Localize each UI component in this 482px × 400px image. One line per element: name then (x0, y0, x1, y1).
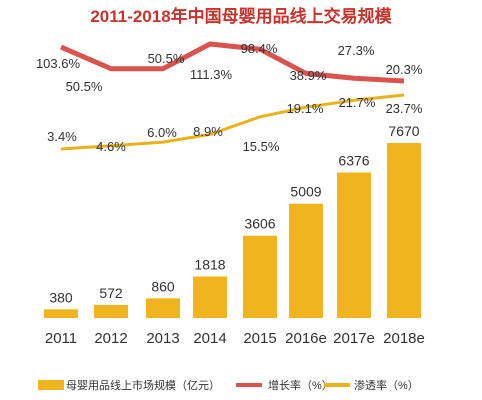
category-label: 2013 (146, 330, 179, 347)
bar-value-label: 5009 (290, 184, 321, 200)
category-label: 2014 (193, 330, 226, 347)
bar (146, 298, 180, 318)
bar-value-label: 572 (99, 285, 123, 301)
category-axis: 2011 2012 2013 2014 2015 2016e 2017e 2018e (45, 330, 425, 347)
legend-label: 母婴用品线上市场规模（亿元） (66, 378, 220, 392)
bar-value-label: 860 (151, 278, 175, 294)
bar-value-label: 1818 (194, 257, 225, 273)
penetration-rate-label: 23.7% (386, 101, 423, 116)
chart-title: 2011-2018年中国母婴用品线上交易规模 (90, 6, 392, 26)
penetration-rate-label: 3.4% (47, 129, 77, 144)
bar-series: 380 572 860 1818 3606 5009 6376 7670 (44, 123, 421, 318)
growth-rate-label: 50.5% (66, 79, 103, 94)
legend-label: 增长率（%） (268, 378, 333, 392)
bar-value-label: 3606 (244, 216, 275, 232)
bar-value-label: 6376 (338, 153, 369, 169)
bar (94, 304, 128, 318)
growth-rate-label: 111.3% (190, 67, 233, 82)
growth-rate-label: 103.6% (36, 56, 81, 71)
legend-label: 渗透率（%） (354, 378, 419, 392)
penetration-rate-label: 4.6% (96, 139, 126, 154)
growth-rate-label: 38.9% (290, 68, 327, 83)
growth-rate-label: 50.5% (148, 51, 185, 66)
category-label: 2011 (45, 330, 77, 347)
growth-rate-series: 103.6% 50.5% 50.5% 111.3% 98.4% 38.9% 27.3% 20.… (36, 41, 423, 94)
penetration-rate-label: 21.7% (339, 95, 376, 110)
legend-swatch (38, 380, 64, 390)
penetration-rate-line (60, 93, 405, 151)
bar-value-label: 380 (49, 289, 73, 305)
bar (243, 235, 277, 318)
bar (44, 309, 78, 318)
category-label: 2016e (285, 330, 327, 347)
bar (193, 276, 227, 318)
category-label: 2017e (333, 330, 375, 347)
penetration-rate-series: 3.4% 4.6% 6.0% 8.9% 15.5% 19.1% 21.7% 23.7% (47, 93, 423, 154)
penetration-rate-label: 15.5% (243, 139, 280, 154)
growth-rate-label: 98.4% (241, 41, 278, 56)
category-label: 2018e (383, 330, 425, 347)
penetration-rate-label: 19.1% (287, 101, 324, 116)
category-label: 2015 (243, 330, 276, 347)
category-label: 2012 (94, 330, 127, 347)
bar (337, 172, 371, 318)
bar-value-label: 7670 (388, 123, 419, 139)
growth-rate-label: 27.3% (338, 43, 375, 58)
growth-rate-line (60, 41, 405, 84)
growth-rate-label: 20.3% (386, 62, 423, 77)
bar (387, 143, 421, 318)
penetration-rate-label: 8.9% (193, 124, 223, 139)
legend: 母婴用品线上市场规模（亿元） 增长率（%） 渗透率（%） (38, 378, 419, 392)
penetration-rate-label: 6.0% (147, 125, 177, 140)
bar (289, 203, 323, 318)
